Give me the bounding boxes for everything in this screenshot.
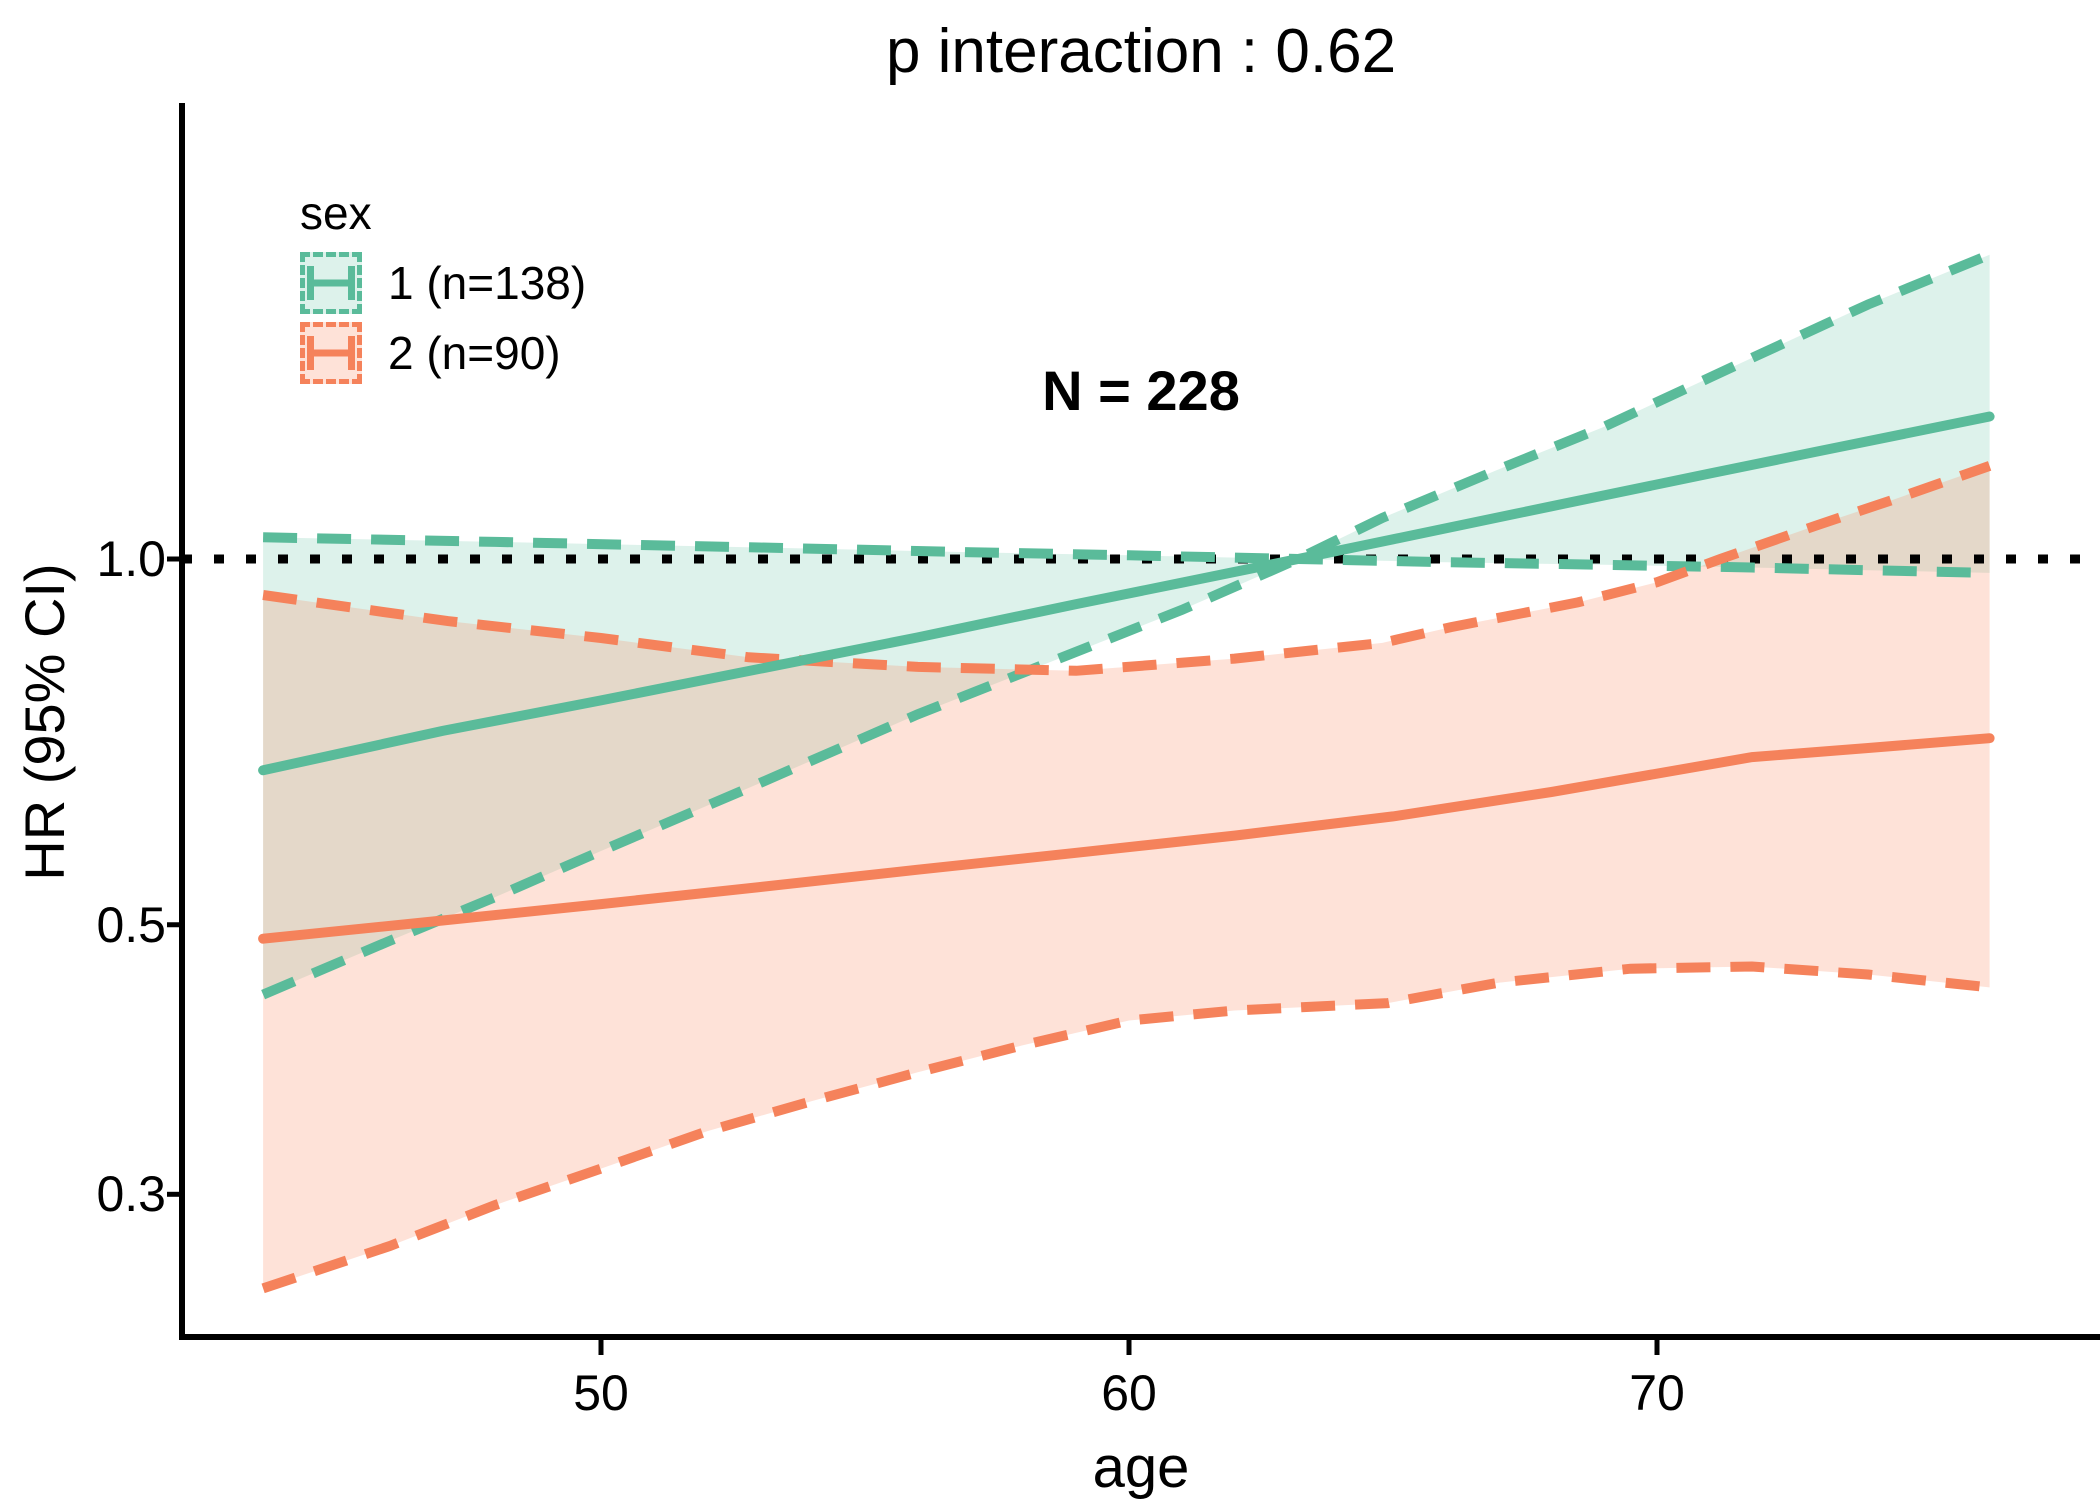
sample-size-annotation: N = 228 [1042, 359, 1240, 422]
sex2-fit-line [258, 733, 1995, 944]
y-tick-label-0.3: 0.3 [96, 1166, 166, 1223]
chart-title: p interaction : 0.62 [885, 17, 1397, 86]
sex2-ci-upper-line [262, 461, 1992, 676]
legend-item-sex2: 2 (n=90) [300, 322, 586, 384]
y-tick-label-1.0: 1.0 [96, 531, 166, 587]
x-tick-label-50: 50 [573, 1365, 629, 1421]
legend: sex 1 (n=138) 2 (n=90) [300, 186, 586, 392]
legend-label-sex1: 1 (n=138) [388, 257, 587, 309]
y-tick-label-0.5: 0.5 [96, 896, 166, 953]
sex2-ci-lower-line [261, 961, 1991, 1294]
legend-item-sex1: 1 (n=138) [300, 252, 586, 314]
sex1-ci-a-line [261, 250, 1992, 1000]
sex1-fit-line [258, 411, 1995, 776]
y-axis-title: HR (95% CI) [13, 563, 76, 881]
x-axis-title: age [1092, 1435, 1190, 1500]
x-tick-label-70: 70 [1629, 1365, 1685, 1421]
legend-label-sex2: 2 (n=90) [388, 327, 561, 379]
sex1-key-icon [300, 252, 362, 314]
sex1-ci-band [263, 254, 1990, 995]
legend-title: sex [300, 187, 372, 239]
sex2-ci-band [263, 465, 1990, 1289]
sex2-key-icon [300, 322, 362, 384]
x-tick-label-60: 60 [1101, 1365, 1157, 1421]
